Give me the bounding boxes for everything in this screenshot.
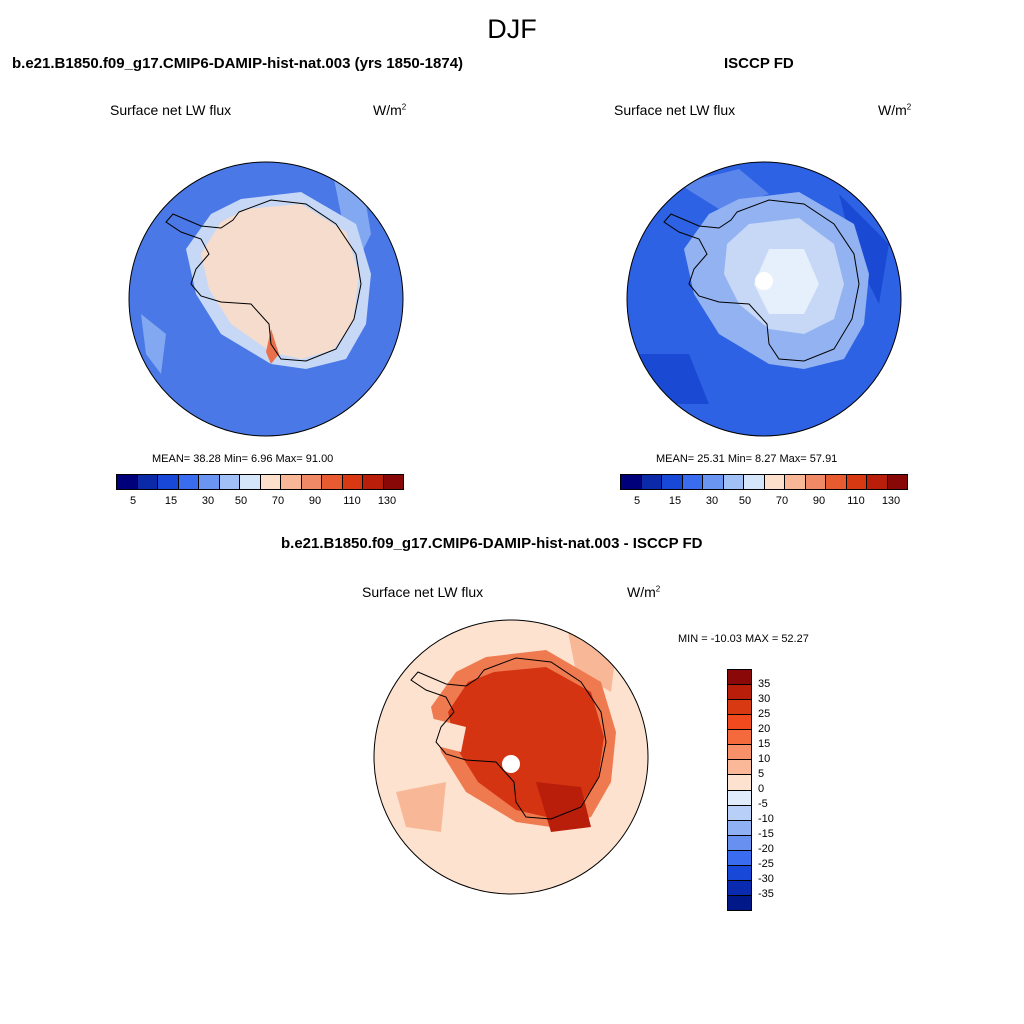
colorbar-swatch bbox=[137, 475, 158, 489]
panel3-colorbar-tick: -30 bbox=[758, 873, 774, 885]
panel1-variable-label: Surface net LW flux bbox=[110, 102, 232, 118]
panel3-colorbar-tick: 10 bbox=[758, 753, 771, 765]
colorbar-swatch bbox=[158, 475, 179, 489]
panel2-colorbar-tick: 70 bbox=[775, 495, 789, 507]
colorbar-swatch bbox=[682, 475, 703, 489]
colorbar-swatch bbox=[219, 475, 240, 489]
colorbar-swatch bbox=[728, 760, 751, 776]
colorbar-swatch bbox=[867, 475, 888, 489]
panel3-colorbar-tick: 5 bbox=[758, 768, 765, 780]
panel3-colorbar-tick: -35 bbox=[758, 888, 774, 900]
colorbar-swatch bbox=[728, 835, 751, 851]
colorbar-swatch bbox=[728, 790, 751, 806]
panel2-colorbar-tick: 30 bbox=[705, 495, 719, 507]
colorbar-swatch bbox=[363, 475, 384, 489]
colorbar-swatch bbox=[260, 475, 281, 489]
panel1-colorbar-tick: 5 bbox=[129, 495, 137, 507]
colorbar-swatch bbox=[728, 730, 751, 746]
panel2-variable-label: Surface net LW flux bbox=[614, 102, 736, 118]
panel1-units: W/m2 bbox=[373, 102, 407, 118]
panel1-colorbar-tick: 50 bbox=[234, 495, 248, 507]
panel1-polar-map bbox=[128, 161, 404, 437]
colorbar-swatch bbox=[764, 475, 785, 489]
colorbar-swatch bbox=[728, 775, 751, 791]
panel3-colorbar-tick: -15 bbox=[758, 828, 774, 840]
colorbar-swatch bbox=[826, 475, 847, 489]
panel1-stats: MEAN= 38.28 Min= 6.96 Max= 91.00 bbox=[152, 453, 334, 465]
colorbar-swatch bbox=[703, 475, 724, 489]
panel3-colorbar-tick: -25 bbox=[758, 858, 774, 870]
colorbar-swatch bbox=[178, 475, 199, 489]
panel3-colorbar-tick: 35 bbox=[758, 678, 771, 690]
colorbar-swatch bbox=[846, 475, 867, 489]
colorbar-swatch bbox=[887, 475, 907, 489]
panel3-colorbar-tick: 0 bbox=[758, 783, 765, 795]
panel2-colorbar-tick: 5 bbox=[633, 495, 641, 507]
colorbar-swatch bbox=[728, 865, 751, 881]
panel2-polar-map bbox=[626, 161, 902, 437]
colorbar-swatch bbox=[805, 475, 826, 489]
colorbar-swatch bbox=[728, 685, 751, 701]
colorbar-swatch bbox=[240, 475, 261, 489]
panel2-colorbar-tick: 50 bbox=[738, 495, 752, 507]
panel1-colorbar bbox=[116, 474, 404, 490]
colorbar-swatch bbox=[301, 475, 322, 489]
colorbar-swatch bbox=[117, 475, 138, 489]
panel2-colorbar-tick: 130 bbox=[881, 495, 901, 507]
colorbar-swatch bbox=[728, 700, 751, 716]
panel3-variable-label: Surface net LW flux bbox=[362, 584, 484, 600]
panel1-title: b.e21.B1850.f09_g17.CMIP6-DAMIP-hist-nat… bbox=[12, 55, 464, 72]
panel2-colorbar bbox=[620, 474, 908, 490]
main-title: DJF bbox=[487, 14, 537, 44]
colorbar-swatch bbox=[728, 850, 751, 866]
panel3-units: W/m2 bbox=[627, 584, 661, 600]
panel3-colorbar-tick: 20 bbox=[758, 723, 771, 735]
panel1-colorbar-tick: 130 bbox=[377, 495, 397, 507]
panel2-stats: MEAN= 25.31 Min= 8.27 Max= 57.91 bbox=[656, 453, 838, 465]
colorbar-swatch bbox=[728, 820, 751, 836]
colorbar-swatch bbox=[621, 475, 642, 489]
panel3-colorbar-tick: -20 bbox=[758, 843, 774, 855]
panel1-colorbar-tick: 110 bbox=[343, 495, 361, 507]
colorbar-swatch bbox=[281, 475, 302, 489]
colorbar-swatch bbox=[342, 475, 363, 489]
panel3-colorbar-tick: 25 bbox=[758, 708, 771, 720]
panel3-polar-map bbox=[373, 619, 649, 895]
colorbar-swatch bbox=[641, 475, 662, 489]
panel3-colorbar-tick: -10 bbox=[758, 813, 774, 825]
colorbar-swatch bbox=[785, 475, 806, 489]
panel3-stats: MIN = -10.03 MAX = 52.27 bbox=[678, 633, 809, 645]
colorbar-swatch bbox=[728, 880, 751, 896]
panel3-colorbar-tick: 15 bbox=[758, 738, 771, 750]
panel3-colorbar-tick: -5 bbox=[758, 798, 768, 810]
panel2-title: ISCCP FD bbox=[724, 55, 794, 72]
colorbar-swatch bbox=[322, 475, 343, 489]
colorbar-swatch bbox=[728, 805, 751, 821]
panel1-colorbar-tick: 90 bbox=[308, 495, 322, 507]
panel1-colorbar-tick: 70 bbox=[271, 495, 285, 507]
colorbar-swatch bbox=[744, 475, 765, 489]
panel1-colorbar-tick: 30 bbox=[201, 495, 215, 507]
colorbar-swatch bbox=[199, 475, 220, 489]
colorbar-swatch bbox=[723, 475, 744, 489]
colorbar-swatch bbox=[728, 745, 751, 761]
colorbar-swatch bbox=[728, 895, 751, 910]
panel2-colorbar-tick: 15 bbox=[668, 495, 682, 507]
colorbar-swatch bbox=[728, 715, 751, 731]
colorbar-swatch bbox=[383, 475, 403, 489]
panel3-colorbar bbox=[727, 669, 752, 911]
panel2-units: W/m2 bbox=[878, 102, 912, 118]
colorbar-swatch bbox=[728, 670, 751, 686]
panel3-colorbar-tick: 30 bbox=[758, 693, 771, 705]
colorbar-swatch bbox=[662, 475, 683, 489]
panel1-colorbar-tick: 15 bbox=[164, 495, 178, 507]
panel3-title: b.e21.B1850.f09_g17.CMIP6-DAMIP-hist-nat… bbox=[281, 535, 703, 552]
panel2-colorbar-tick: 90 bbox=[812, 495, 826, 507]
panel2-colorbar-tick: 110 bbox=[847, 495, 865, 507]
